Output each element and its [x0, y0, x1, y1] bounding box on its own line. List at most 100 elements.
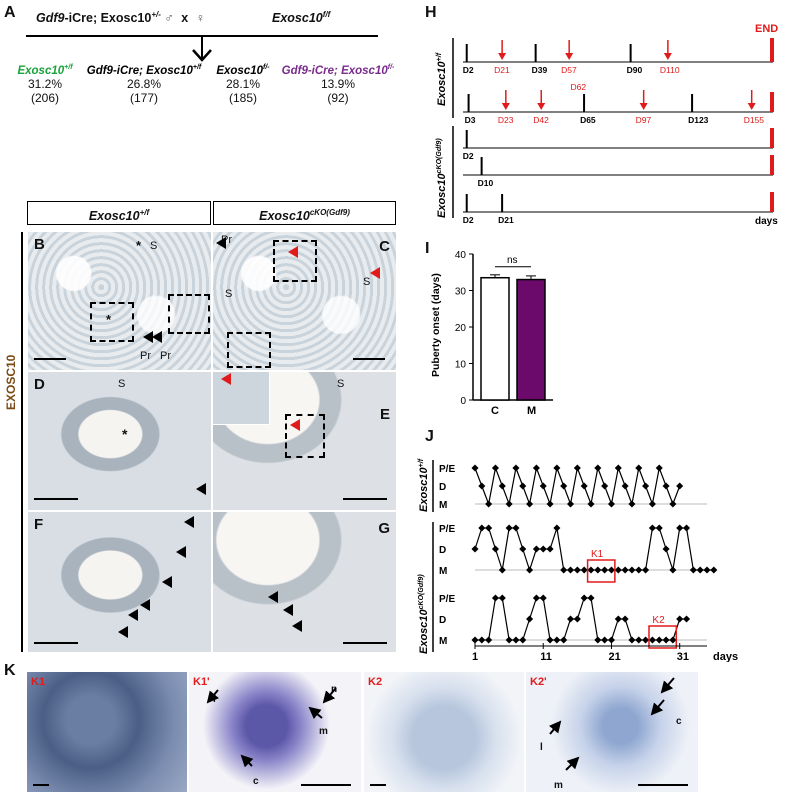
j-point — [669, 636, 677, 644]
h-end-bar — [770, 38, 774, 62]
h-arrowhead — [565, 53, 574, 60]
cross-male: Gdf9-iCre; Exosc10+/- ♂ x ♀ — [36, 10, 206, 26]
h-tick-label: D3 — [465, 115, 476, 125]
h-arrowhead — [663, 53, 672, 60]
smear-k1: K1 — [27, 672, 187, 792]
j-point — [682, 615, 691, 623]
j-point — [587, 500, 595, 508]
panel-a-label: A — [4, 4, 16, 21]
j-point — [512, 636, 520, 644]
j-point — [655, 524, 663, 532]
j-ylevel-label: D — [439, 482, 446, 493]
genotype-col: Exosc10+/f 31.2% (206) — [10, 64, 80, 105]
j-point — [505, 636, 513, 644]
j-box-k1 — [586, 559, 616, 583]
genotype-col: Gdf9-iCre; Exosc10f/- 13.9% (92) — [274, 64, 402, 105]
cross-lines — [26, 35, 378, 62]
genotype-pct: 31.2% — [27, 76, 63, 91]
j-point — [573, 566, 581, 574]
j-point — [621, 482, 629, 490]
j-ylevel-label: D — [439, 545, 446, 556]
j-point — [682, 524, 691, 532]
j-point — [635, 566, 643, 574]
j-row-label-bottom: Exosc10cKO(Gdf9) — [418, 574, 430, 654]
j-point — [553, 636, 561, 644]
h-tick-label: D2 — [463, 151, 474, 161]
genotype-n: (206) — [30, 90, 59, 105]
h-arrowhead — [639, 103, 648, 110]
j-point — [532, 464, 540, 472]
j-point — [594, 566, 602, 574]
genotype-pct: 13.9% — [320, 76, 356, 91]
micrograph-c: C Pr S S — [213, 232, 396, 370]
panel-h-label: H — [425, 4, 437, 21]
j-box-k2 — [648, 625, 678, 649]
j-point — [478, 524, 486, 532]
i-ytick-label: 20 — [455, 323, 467, 334]
j-point — [703, 566, 711, 574]
j-box-k1-label: K1 — [591, 549, 604, 560]
j-point — [498, 594, 506, 602]
i-bar-m — [516, 278, 546, 401]
j-point — [696, 566, 704, 574]
j-point — [553, 464, 561, 472]
h-row-label-bottom: Exosc10cKO(Gdf9) — [436, 138, 448, 218]
panel-h-timeline: Exosc10+/f Exosc10cKO(Gdf9) END D2 D39 D90 D21… — [436, 23, 778, 227]
j-point — [491, 545, 500, 553]
h-arrow-label: D110 — [660, 65, 680, 75]
j-xtick-label: 21 — [608, 651, 620, 662]
h-end-bar — [770, 128, 774, 148]
smear-k1-prime: K1' l n m c — [189, 672, 361, 792]
genotype-col: Gdf9-iCre; Exosc10+/f 26.8% (177) — [80, 64, 208, 105]
j-point — [566, 500, 575, 508]
j-point — [532, 545, 540, 553]
h-tick-label: D2 — [463, 65, 474, 75]
i-category-label: C — [491, 405, 499, 417]
j-point — [710, 566, 718, 574]
j-point — [594, 636, 602, 644]
genotype-pct: 28.1% — [225, 76, 261, 91]
j-ylevel-label: M — [439, 636, 447, 647]
j-point — [601, 566, 609, 574]
j-ylevel-label: M — [439, 500, 447, 511]
j-point — [485, 636, 493, 644]
micrograph-f: F — [28, 512, 211, 652]
j-point — [614, 566, 622, 574]
female-symbol: ♀ — [195, 11, 206, 26]
j-point — [478, 482, 486, 490]
j-point — [505, 524, 513, 532]
h-arrow-label: D42 — [533, 115, 549, 125]
j-point — [539, 482, 547, 490]
j-point — [648, 524, 656, 532]
micrograph-e: E S — [213, 372, 396, 510]
j-point — [676, 524, 684, 532]
h-tick-label: D65 — [580, 115, 596, 125]
micrograph-b: B * S * Pr Pr — [28, 232, 211, 370]
h-arrow-label: D23 — [498, 115, 514, 125]
side-label-exosc10: EXOSC10 — [4, 354, 18, 410]
j-point — [669, 566, 677, 574]
h-arrowhead — [537, 103, 546, 110]
h-tick-label: D21 — [498, 215, 514, 225]
j-point — [539, 594, 547, 602]
genotype-n: (177) — [129, 90, 158, 105]
h-arrowhead — [747, 103, 756, 110]
j-point — [587, 566, 595, 574]
j-point — [560, 566, 568, 574]
j-point — [628, 566, 636, 574]
i-category-label: M — [527, 405, 536, 417]
j-point — [491, 464, 500, 472]
j-point — [662, 545, 670, 553]
j-point — [478, 636, 486, 644]
j-point — [648, 500, 656, 508]
micrograph-g: G — [213, 512, 396, 652]
j-point — [526, 500, 534, 508]
j-point — [471, 545, 479, 553]
panel-j-label: J — [425, 428, 434, 445]
j-point — [566, 566, 575, 574]
j-point — [621, 566, 629, 574]
j-point — [573, 464, 581, 472]
j-point — [607, 636, 616, 644]
panel-j-cycles: Exosc10+/fExosc10cKO(Gdf9)P/EDMP/EDMP/ED… — [418, 458, 738, 662]
h-end-bar — [770, 155, 774, 175]
